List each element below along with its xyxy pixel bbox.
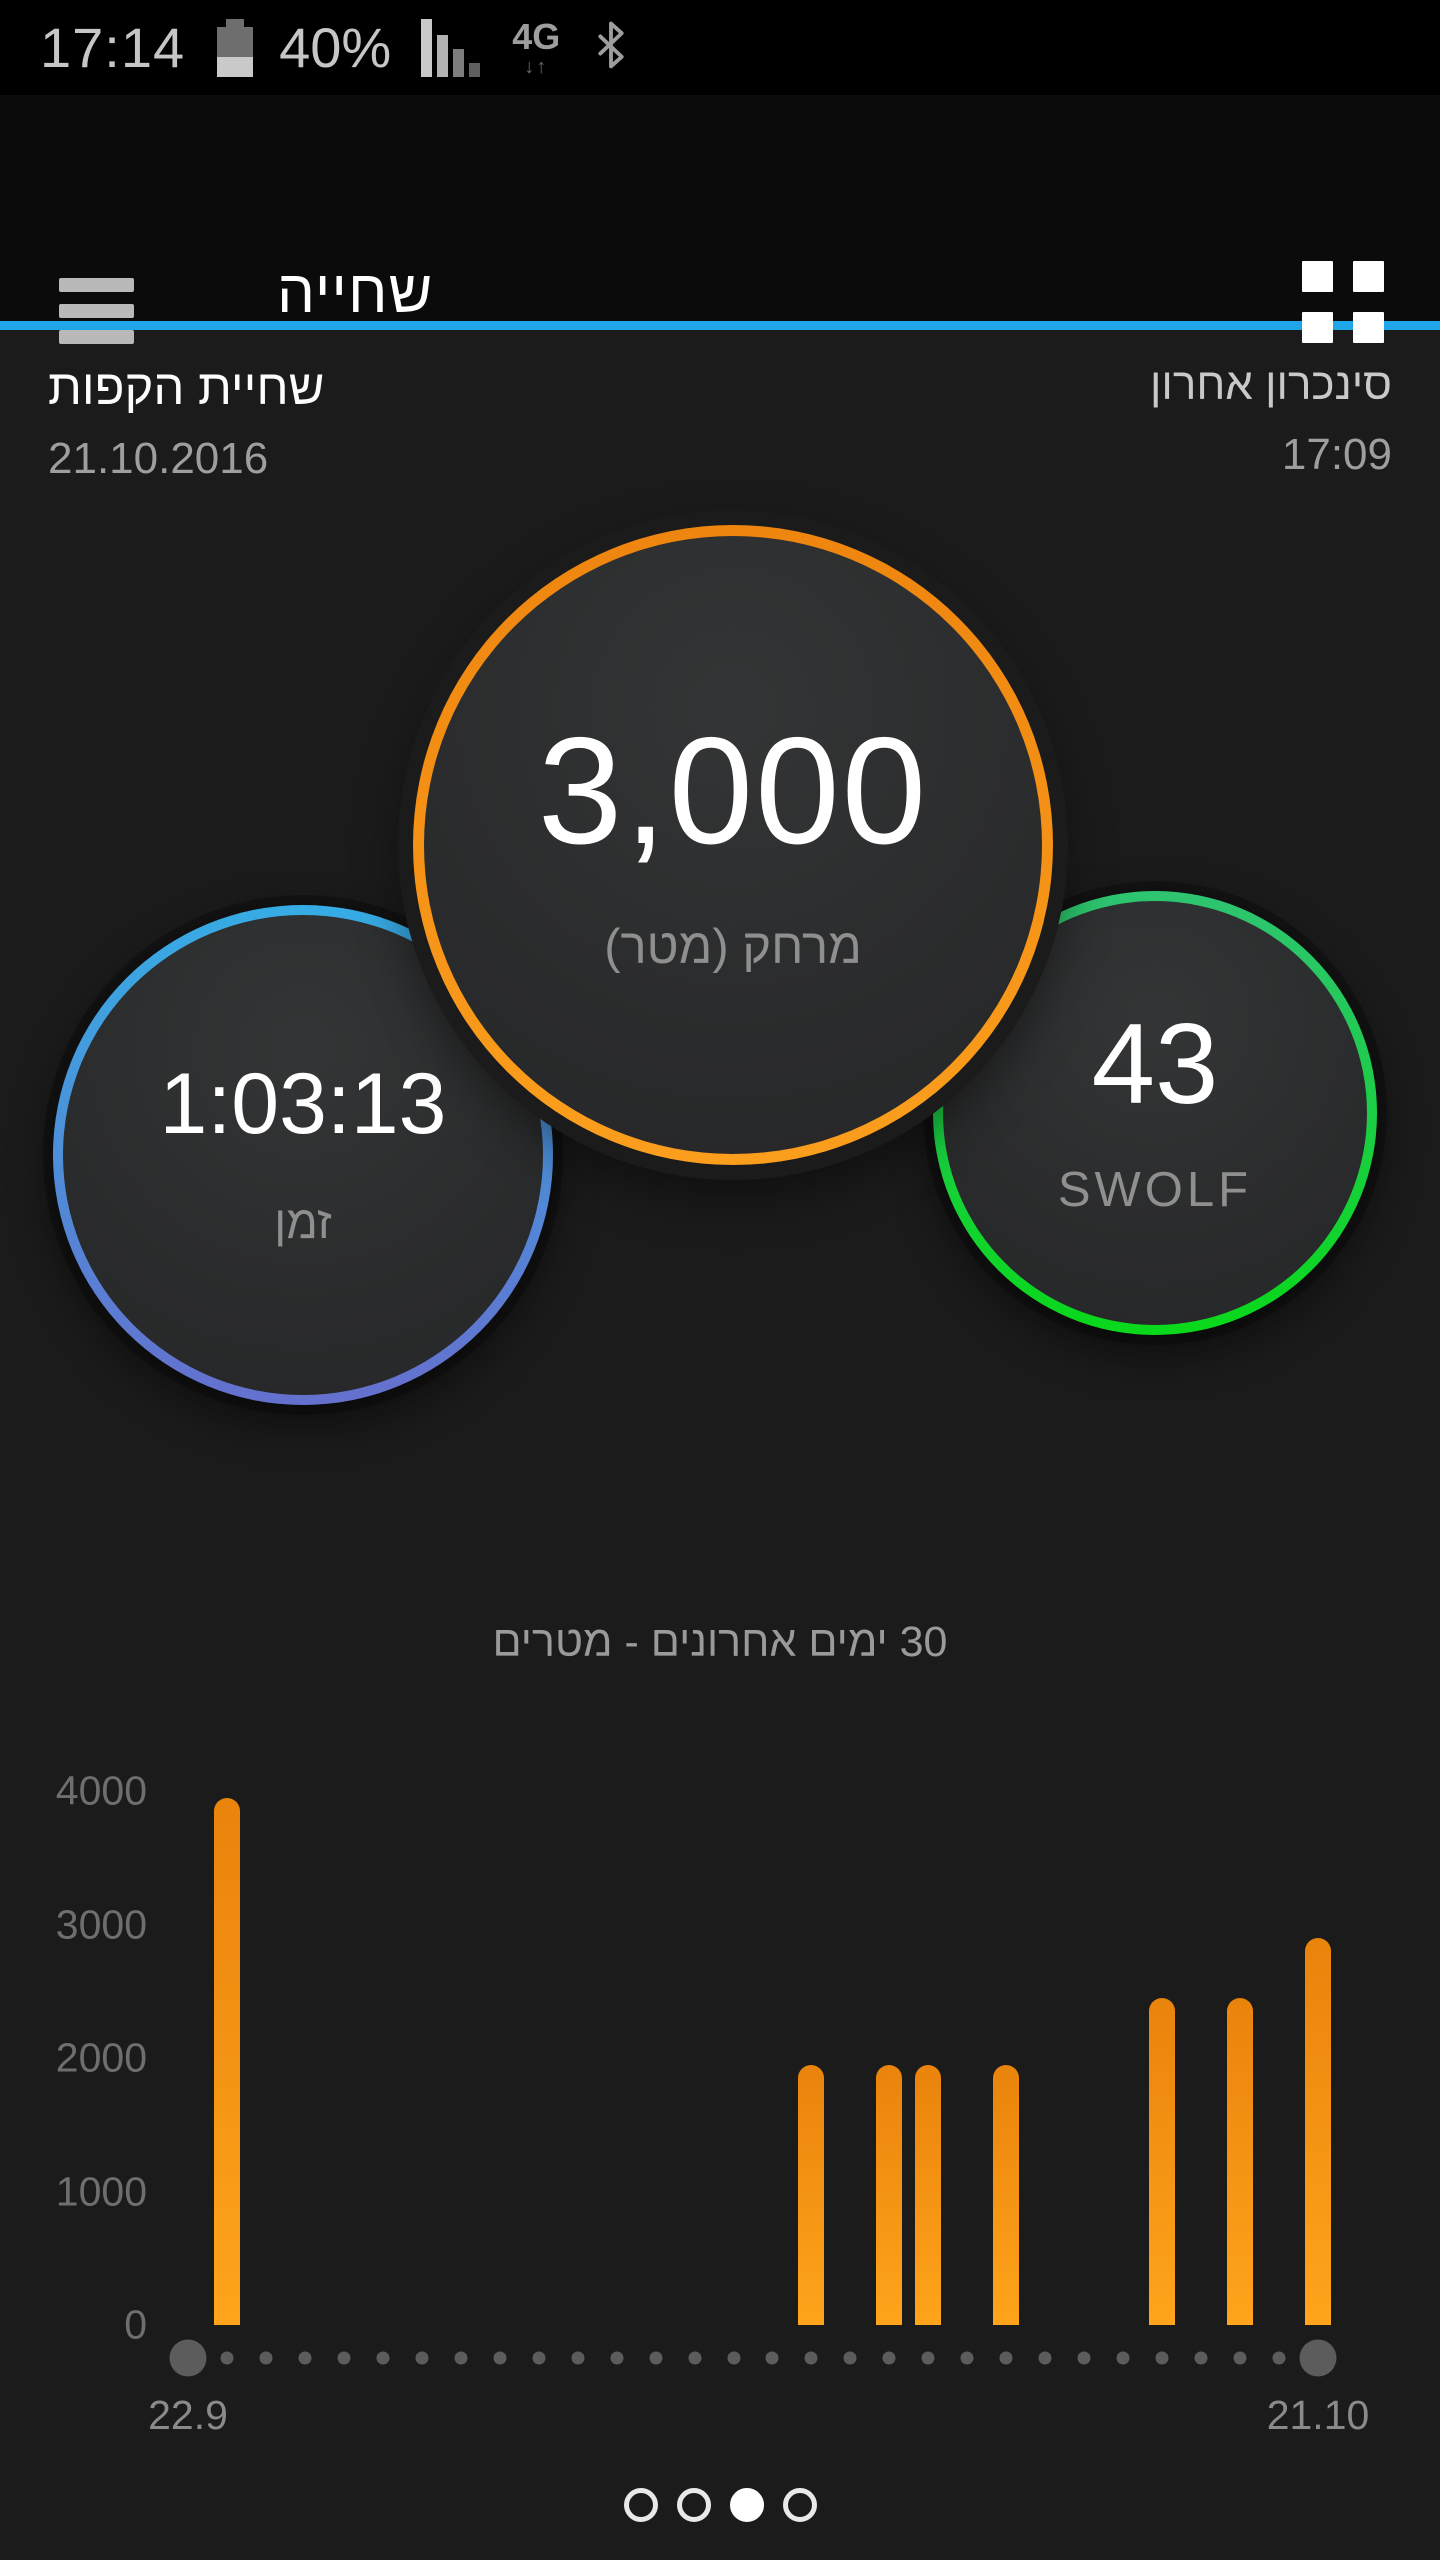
y-axis-tick-label: 4000 bbox=[55, 1767, 147, 1814]
data-arrows-icon: ↓↑ bbox=[524, 55, 549, 78]
hamburger-menu-button[interactable] bbox=[59, 278, 134, 344]
swolf-metric-content: 43 SWOLF bbox=[943, 901, 1367, 1325]
timeline-day-dot bbox=[921, 2351, 935, 2365]
timeline-day-dot bbox=[415, 2351, 429, 2365]
swolf-metric-circle[interactable]: 43 SWOLF bbox=[933, 891, 1377, 1335]
activity-name: שחיית הקפות bbox=[48, 361, 325, 415]
bar-chart: 22.9 21.10 0 1000 2000 3000 4000 bbox=[0, 1756, 1440, 2496]
page-dot-0[interactable] bbox=[623, 2488, 658, 2522]
timeline-day-dot bbox=[999, 2351, 1013, 2365]
y-axis-tick-label: 1000 bbox=[55, 2168, 147, 2214]
timeline-day-dot bbox=[220, 2351, 234, 2365]
y-axis-tick-label: 3000 bbox=[55, 1901, 147, 1947]
chart-bar bbox=[213, 1797, 240, 2325]
timeline-day-dot bbox=[688, 2351, 702, 2365]
battery-body bbox=[217, 26, 254, 77]
chart-bar bbox=[1227, 1997, 1254, 2325]
timeline-day-dot bbox=[454, 2351, 468, 2365]
chart-bar bbox=[915, 2064, 942, 2325]
chart-bar bbox=[1305, 1937, 1331, 2325]
timeline-day-dot bbox=[610, 2351, 624, 2365]
timeline-day-dot bbox=[1272, 2351, 1286, 2365]
swolf-value: 43 bbox=[1091, 1001, 1219, 1128]
page-indicator bbox=[0, 2488, 1440, 2522]
timeline-day-dot bbox=[727, 2351, 741, 2365]
timeline-range-handle[interactable] bbox=[1299, 2339, 1337, 2377]
mobile-data-icon: 4G ↓↑ bbox=[512, 15, 561, 78]
last-sync-label: סינכרון אחרון bbox=[1149, 360, 1392, 409]
page-dot-2[interactable] bbox=[729, 2488, 764, 2522]
battery-percent-text: 40% bbox=[279, 16, 392, 79]
timeline-day-dot bbox=[1077, 2351, 1091, 2365]
chart-title: 30 ימים אחרונים - מטרים bbox=[492, 1618, 948, 1666]
timeline-day-dot bbox=[649, 2351, 663, 2365]
battery-nub bbox=[226, 18, 245, 27]
y-axis-tick-label: 0 bbox=[124, 2301, 147, 2348]
timeline-day-dot bbox=[804, 2351, 818, 2365]
chart-bar bbox=[1149, 1997, 1176, 2325]
timeline-day-dot bbox=[1233, 2351, 1247, 2365]
swolf-label: SWOLF bbox=[1057, 1163, 1253, 1217]
distance-metric-content: 3,000 מרחק (מטר) bbox=[424, 536, 1042, 1154]
timeline-day-dot bbox=[960, 2351, 974, 2365]
chart-bar bbox=[876, 2064, 903, 2325]
timeline-day-dot bbox=[337, 2351, 351, 2365]
timeline-range-handle[interactable] bbox=[169, 2339, 207, 2377]
activity-date: 21.10.2016 bbox=[48, 434, 269, 483]
page-title: שחייה bbox=[277, 258, 434, 325]
timeline-day-dot bbox=[571, 2351, 585, 2365]
timeline-day-dot bbox=[882, 2351, 896, 2365]
timeline-day-dot bbox=[298, 2351, 312, 2365]
grid-menu-button[interactable] bbox=[1302, 261, 1384, 343]
timeline-day-dot bbox=[259, 2351, 273, 2365]
x-axis-start-label: 22.9 bbox=[148, 2392, 228, 2438]
timeline-day-dot bbox=[1194, 2351, 1208, 2365]
timeline-day-dot bbox=[376, 2351, 390, 2365]
distance-label: מרחק (מטר) bbox=[604, 920, 862, 974]
page-dot-3[interactable] bbox=[782, 2488, 817, 2522]
network-type-text: 4G bbox=[512, 15, 561, 57]
chart-bar bbox=[798, 2064, 825, 2325]
battery-icon bbox=[217, 18, 254, 77]
timeline-day-dot bbox=[843, 2351, 857, 2365]
y-axis-tick-label: 2000 bbox=[55, 2034, 147, 2081]
time-value: 1:03:13 bbox=[159, 1056, 447, 1152]
bluetooth-icon bbox=[596, 20, 626, 75]
status-bar: 17:14 40% 4G ↓↑ bbox=[0, 0, 1440, 95]
timeline-day-dot bbox=[765, 2351, 779, 2365]
timeline-day-dot bbox=[1116, 2351, 1130, 2365]
distance-value: 3,000 bbox=[537, 706, 929, 876]
last-sync-time: 17:09 bbox=[1281, 430, 1392, 479]
timeline-day-dot bbox=[1155, 2351, 1169, 2365]
app-bar: שחייה bbox=[0, 95, 1440, 344]
distance-metric-circle[interactable]: 3,000 מרחק (מטר) bbox=[413, 525, 1053, 1165]
x-axis-end-label: 21.10 bbox=[1266, 2392, 1370, 2438]
clock-text: 17:14 bbox=[40, 16, 186, 79]
timeline-day-dot bbox=[1038, 2351, 1052, 2365]
time-label: זמן bbox=[274, 1196, 332, 1248]
signal-strength-icon bbox=[421, 18, 481, 77]
battery-fill bbox=[217, 56, 254, 77]
chart-bar bbox=[993, 2064, 1020, 2325]
timeline-day-dot bbox=[493, 2351, 507, 2365]
timeline-day-dot bbox=[532, 2351, 546, 2365]
page-dot-1[interactable] bbox=[676, 2488, 711, 2522]
